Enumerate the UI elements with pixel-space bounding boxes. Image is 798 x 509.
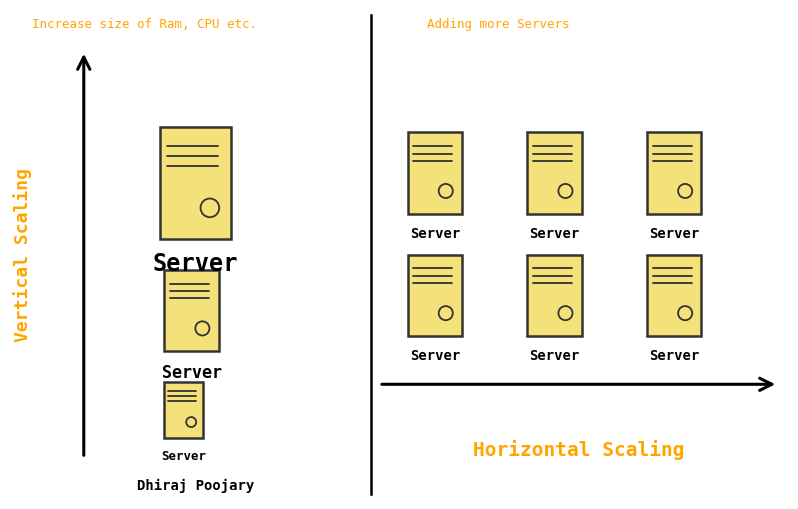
Text: Server: Server — [650, 227, 699, 241]
Bar — [164, 270, 219, 351]
Ellipse shape — [678, 306, 692, 320]
Text: Server: Server — [161, 364, 222, 382]
Ellipse shape — [196, 321, 209, 335]
Bar — [408, 132, 462, 214]
Text: Vertical Scaling: Vertical Scaling — [13, 167, 32, 342]
Bar — [408, 254, 462, 336]
Bar — [647, 132, 701, 214]
Ellipse shape — [559, 306, 572, 320]
Bar — [647, 254, 701, 336]
Text: Server: Server — [530, 227, 579, 241]
Ellipse shape — [439, 184, 452, 198]
Ellipse shape — [559, 184, 572, 198]
Ellipse shape — [186, 417, 196, 427]
Bar — [160, 127, 231, 239]
Text: Server: Server — [161, 450, 206, 464]
Ellipse shape — [678, 184, 692, 198]
Bar — [527, 254, 582, 336]
Text: Adding more Servers: Adding more Servers — [427, 18, 570, 31]
Text: Server: Server — [650, 349, 699, 363]
Text: Dhiraj Poojary: Dhiraj Poojary — [137, 479, 254, 493]
Text: Server: Server — [152, 252, 239, 276]
Bar — [164, 382, 203, 438]
Ellipse shape — [200, 199, 219, 217]
Text: Server: Server — [410, 227, 460, 241]
Text: Server: Server — [410, 349, 460, 363]
Text: Server: Server — [530, 349, 579, 363]
Bar — [527, 132, 582, 214]
Ellipse shape — [439, 306, 452, 320]
Text: Horizontal Scaling: Horizontal Scaling — [472, 440, 685, 461]
Text: Increase size of Ram, CPU etc.: Increase size of Ram, CPU etc. — [32, 18, 257, 31]
